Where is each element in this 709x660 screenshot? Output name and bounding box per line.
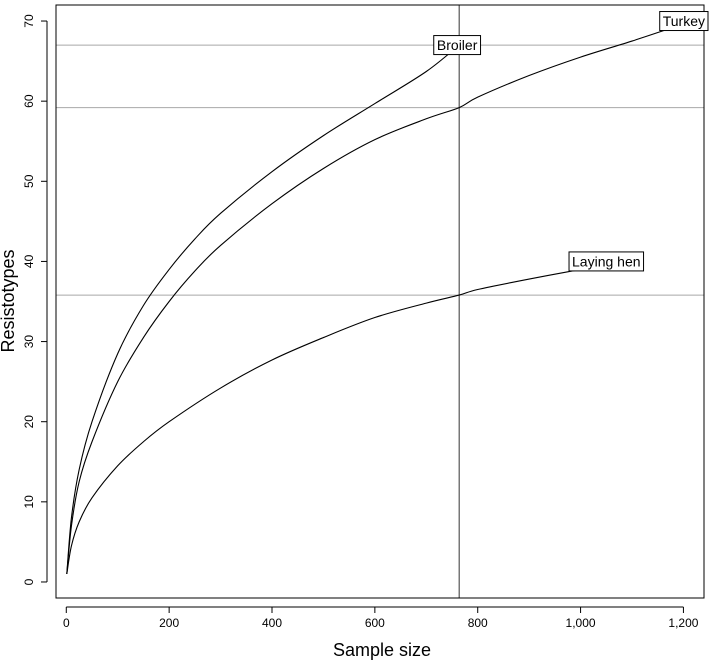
- curve-label-broiler: Broiler: [433, 35, 482, 56]
- y-tick-label: 60: [22, 94, 36, 108]
- x-tick-label: 0: [63, 616, 70, 630]
- y-tick-label: 70: [22, 14, 36, 28]
- x-tick-label: 400: [262, 616, 282, 630]
- curve-labels: Broiler Turkey Laying hen: [433, 11, 709, 272]
- label-text: Turkey: [663, 13, 705, 29]
- y-tick-label: 30: [22, 335, 36, 349]
- curve-label-turkey: Turkey: [659, 11, 709, 32]
- y-axis-title: Resistotypes: [0, 249, 18, 352]
- series-line-laying-hen: [66, 268, 581, 575]
- x-axis-title: Sample size: [333, 640, 431, 660]
- x-axis: 0 200 400 600 800 1,000 1,200: [63, 606, 699, 630]
- y-axis: 0 10 20 30 40 50 60 70: [22, 14, 48, 585]
- label-box: [433, 35, 482, 56]
- x-tick-label: 1,200: [668, 616, 698, 630]
- x-tick-label: 600: [365, 616, 385, 630]
- x-tick-label: 1,000: [566, 616, 596, 630]
- y-tick-label: 20: [22, 415, 36, 429]
- y-tick-label: 10: [22, 495, 36, 509]
- reference-lines: [56, 5, 704, 598]
- label-box: [568, 251, 645, 272]
- label-text: Laying hen: [572, 253, 641, 269]
- plot-frame: [55, 4, 705, 599]
- label-box: [659, 11, 709, 32]
- series-line-turkey: [66, 26, 674, 575]
- y-tick-label: 40: [22, 254, 36, 268]
- y-tick-label: 50: [22, 174, 36, 188]
- series-line-broiler: [66, 44, 460, 575]
- curves: [66, 26, 674, 575]
- x-tick-label: 200: [159, 616, 179, 630]
- y-tick-label: 0: [22, 578, 36, 585]
- label-text: Broiler: [437, 37, 478, 53]
- curve-label-laying-hen: Laying hen: [568, 251, 645, 272]
- x-tick-label: 800: [468, 616, 488, 630]
